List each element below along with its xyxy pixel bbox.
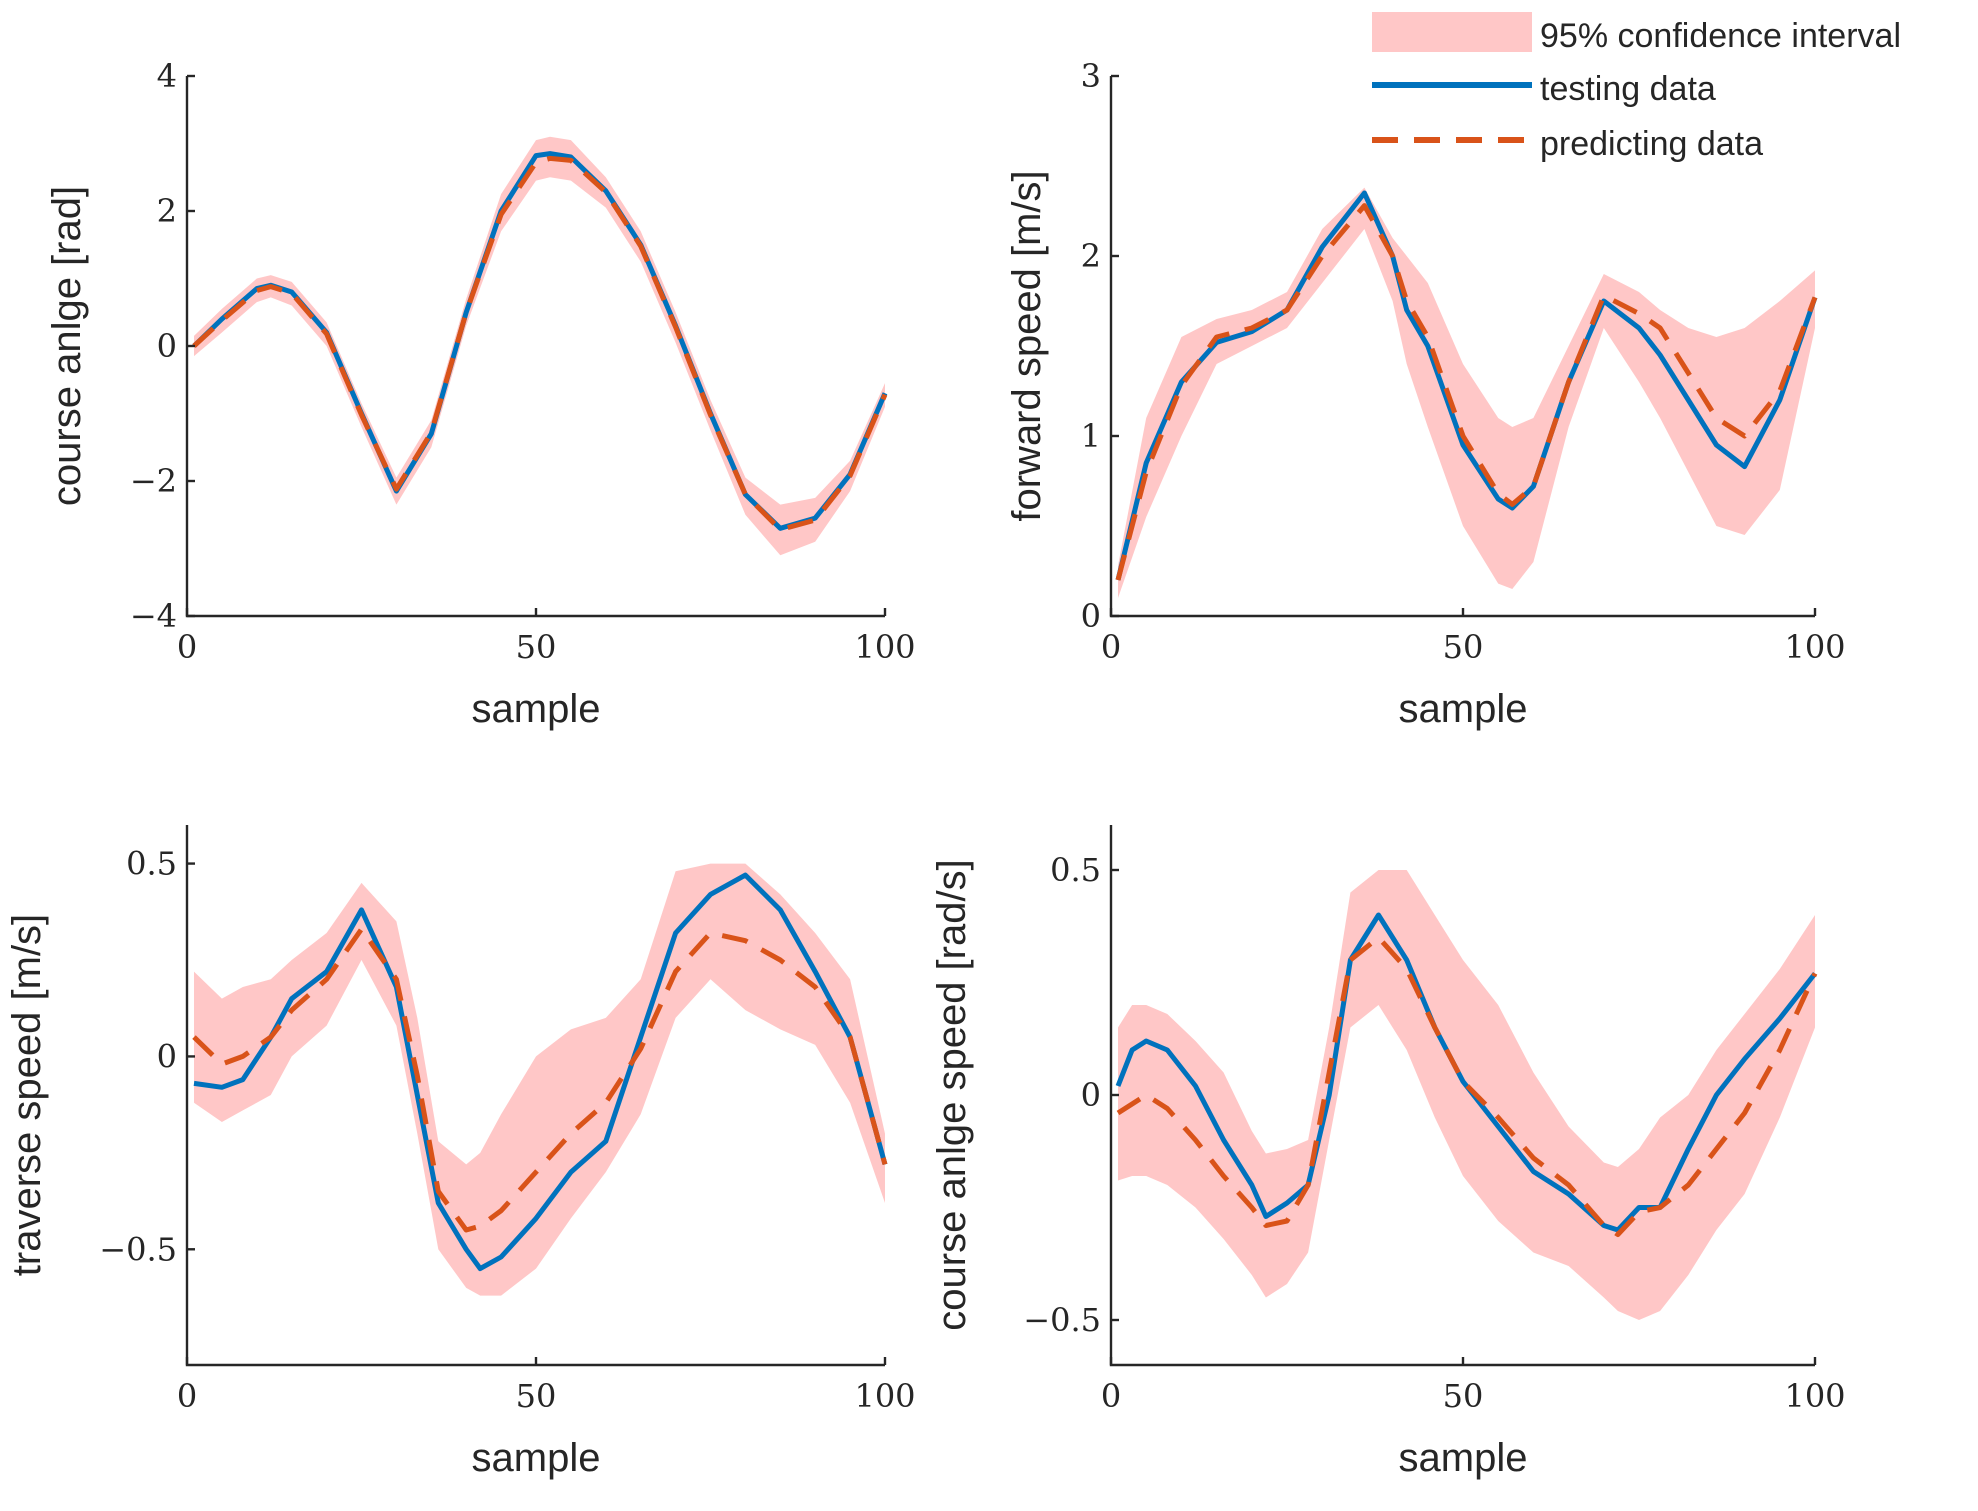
x-tick-label: 0 — [1101, 1377, 1121, 1415]
y-tick-label: −2 — [130, 462, 177, 500]
y-tick-label: 0 — [157, 327, 177, 365]
y-axis-label: course anlge speed [rad/s] — [930, 859, 974, 1330]
y-tick-label: 4 — [157, 57, 177, 95]
y-tick-label: 2 — [1081, 237, 1101, 275]
testing-data-line — [193, 872, 888, 1272]
legend-confidence-label: 95% confidence interval — [1540, 17, 1901, 55]
legend-testing-label: testing data — [1540, 70, 1716, 108]
x-tick-label: 0 — [177, 1377, 197, 1415]
y-tick-label: −0.5 — [99, 1230, 177, 1268]
x-tick-label: 0 — [1101, 628, 1121, 666]
legend: 95% confidence interval testing data pre… — [1372, 12, 1901, 163]
x-axis-label: sample — [1399, 1436, 1528, 1480]
x-axis-label: sample — [472, 1436, 601, 1480]
y-axis-label: forward speed [m/s] — [1005, 170, 1049, 521]
confidence-band — [194, 863, 885, 1296]
subplot-traverse-speed: 0 50 100 −0.5 0 0.5 sample traverse speed [m/s] — [5, 825, 916, 1480]
y-tick-label: −4 — [130, 597, 177, 635]
y-tick-label: 2 — [157, 192, 177, 230]
x-axis-label: sample — [472, 687, 601, 731]
y-tick-label: 0.5 — [1050, 851, 1101, 889]
y-tick-label: 1 — [1081, 417, 1101, 455]
x-tick-label: 100 — [1784, 1377, 1845, 1415]
x-axis-label: sample — [1399, 687, 1528, 731]
predicting-data-line — [192, 155, 888, 533]
predicting-data-line — [1115, 203, 1818, 581]
x-tick-label: 100 — [854, 628, 915, 666]
x-tick-label: 100 — [854, 1377, 915, 1415]
y-axis-label: course anlge [rad] — [45, 186, 89, 506]
y-tick-label: 0 — [157, 1037, 177, 1075]
y-tick-label: 0 — [1081, 597, 1101, 635]
confidence-band — [1118, 187, 1815, 598]
predicting-data-line — [192, 926, 888, 1233]
subplot-forward-speed: 0 50 100 0 1 2 3 sample forward speed [m/s] — [1005, 57, 1846, 731]
x-tick-label: 50 — [516, 628, 557, 666]
x-tick-label: 100 — [1784, 628, 1845, 666]
x-tick-label: 0 — [177, 628, 197, 666]
y-tick-label: 0 — [1081, 1076, 1101, 1114]
legend-confidence-swatch — [1372, 12, 1532, 52]
subplot-course-angle: 0 50 100 −4 −2 0 2 4 sample course anlge [rad] — [45, 57, 916, 731]
legend-predicting-label: predicting data — [1540, 125, 1763, 163]
x-tick-label: 50 — [1443, 1377, 1484, 1415]
y-axis-label: traverse speed [m/s] — [5, 914, 49, 1276]
y-tick-label: 0.5 — [126, 845, 177, 883]
testing-data-line — [1115, 190, 1818, 581]
y-tick-label: −0.5 — [1023, 1301, 1101, 1339]
y-tick-label: 3 — [1081, 57, 1101, 95]
x-tick-label: 50 — [1443, 628, 1484, 666]
x-tick-label: 50 — [516, 1377, 557, 1415]
